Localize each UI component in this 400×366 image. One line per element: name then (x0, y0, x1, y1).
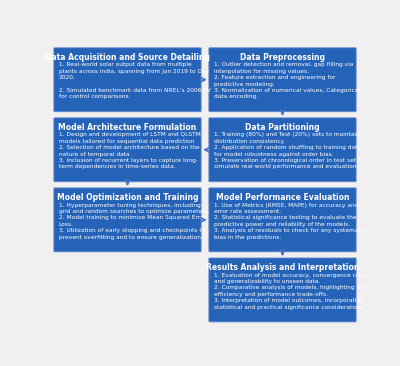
Text: Data Partitioning: Data Partitioning (245, 123, 320, 132)
Text: Model Performance Evaluation: Model Performance Evaluation (216, 193, 349, 202)
Text: Data Acquisition and Source Detailing: Data Acquisition and Source Detailing (45, 53, 210, 62)
Text: 1. Training (80%) and Test (20%) sets to maintain
distribution consistency.
2. A: 1. Training (80%) and Test (20%) sets to… (214, 132, 363, 169)
Text: 1. Design and development of LSTM and QLSTM
models tailored for sequential data : 1. Design and development of LSTM and QL… (58, 132, 200, 169)
Text: 1. Hyperparameter tuning techniques, including
grid and random searches to optim: 1. Hyperparameter tuning techniques, inc… (58, 202, 209, 239)
FancyBboxPatch shape (54, 48, 201, 112)
Text: Results Analysis and Interpretation: Results Analysis and Interpretation (206, 263, 359, 272)
Text: 1. Evaluation of model accuracy, convergence rate,
and generalizability to unsee: 1. Evaluation of model accuracy, converg… (214, 273, 366, 310)
FancyBboxPatch shape (209, 118, 356, 182)
Text: Model Optimization and Training: Model Optimization and Training (57, 193, 198, 202)
FancyBboxPatch shape (209, 188, 356, 252)
Text: 1. Use of Metrics (RMSE, MAPE) for accuracy and
error rate assessment.
2. Statis: 1. Use of Metrics (RMSE, MAPE) for accur… (214, 202, 365, 239)
Text: 1. Real-world solar output data from multiple
plants across India, spanning from: 1. Real-world solar output data from mul… (58, 62, 210, 100)
Text: Data Preprocessing: Data Preprocessing (240, 53, 325, 62)
Text: 1. Outlier detection and removal, gap filling via
interpolation for missing valu: 1. Outlier detection and removal, gap fi… (214, 62, 359, 100)
FancyBboxPatch shape (209, 258, 356, 322)
FancyBboxPatch shape (54, 188, 201, 252)
Text: Model Architecture Formulation: Model Architecture Formulation (58, 123, 197, 132)
FancyBboxPatch shape (209, 48, 356, 112)
FancyBboxPatch shape (54, 118, 201, 182)
